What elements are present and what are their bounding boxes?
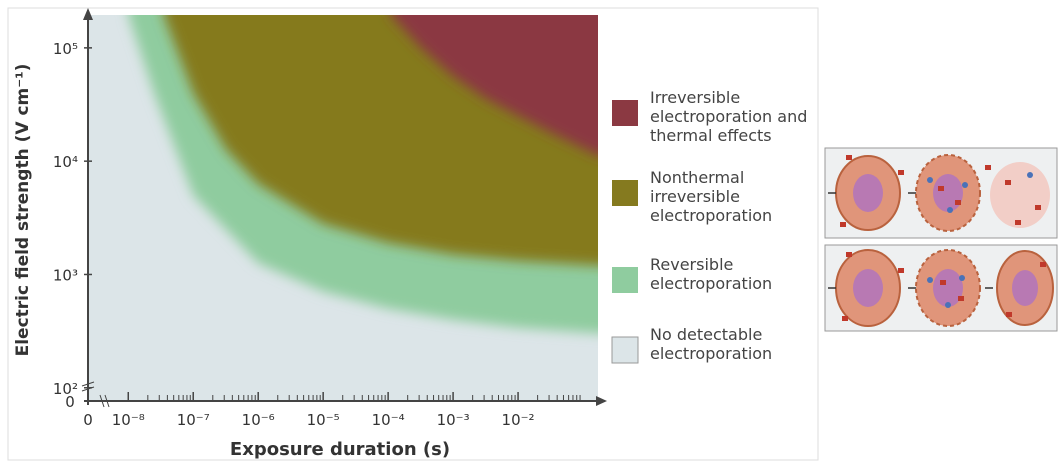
cell-illustration	[825, 148, 1057, 331]
regions	[68, 0, 638, 420]
x-tick-label: 10⁻²	[502, 411, 535, 429]
legend-swatch	[612, 100, 638, 126]
legend-swatch	[612, 267, 638, 293]
y-tick-label: 10²	[53, 380, 78, 398]
y-arrow	[83, 8, 93, 20]
x-tick-label: 10⁻⁴	[372, 411, 405, 429]
nucleus	[933, 174, 963, 212]
lysed-cell	[990, 162, 1050, 228]
figure: 0 0 Exposure duration (s) Electric field…	[0, 0, 1059, 463]
x-tick-label: 10⁻³	[437, 411, 470, 429]
y-axis-title: Electric field strength (V cm⁻¹)	[13, 64, 33, 357]
x-tick-label: 10⁻⁸	[112, 411, 145, 429]
x-tick-label: 10⁻⁵	[307, 411, 340, 429]
y-tick-label: 10⁴	[53, 153, 78, 171]
legend-label: Nonthermal irreversible electroporation	[650, 168, 825, 225]
x-zero-label: 0	[83, 411, 93, 429]
legend-swatch	[612, 180, 638, 206]
legend	[612, 100, 638, 363]
legend-swatch	[612, 337, 638, 363]
nucleus	[1012, 270, 1038, 306]
chart: 0 0 Exposure duration (s) Electric field…	[0, 0, 1059, 463]
nucleus	[933, 269, 963, 307]
nucleus	[853, 174, 883, 212]
x-arrow	[596, 396, 607, 406]
y-tick-label: 10⁵	[53, 40, 78, 58]
x-axis-title: Exposure duration (s)	[230, 439, 450, 460]
nucleus	[853, 269, 883, 307]
x-tick-label: 10⁻⁷	[177, 411, 210, 429]
legend-label: Irreversible electroporation and thermal…	[650, 88, 825, 145]
legend-label: No detectable electroporation	[650, 325, 825, 363]
y-tick-label: 10³	[53, 266, 78, 284]
legend-label: Reversible electroporation	[650, 255, 825, 293]
x-tick-label: 10⁻⁶	[242, 411, 275, 429]
